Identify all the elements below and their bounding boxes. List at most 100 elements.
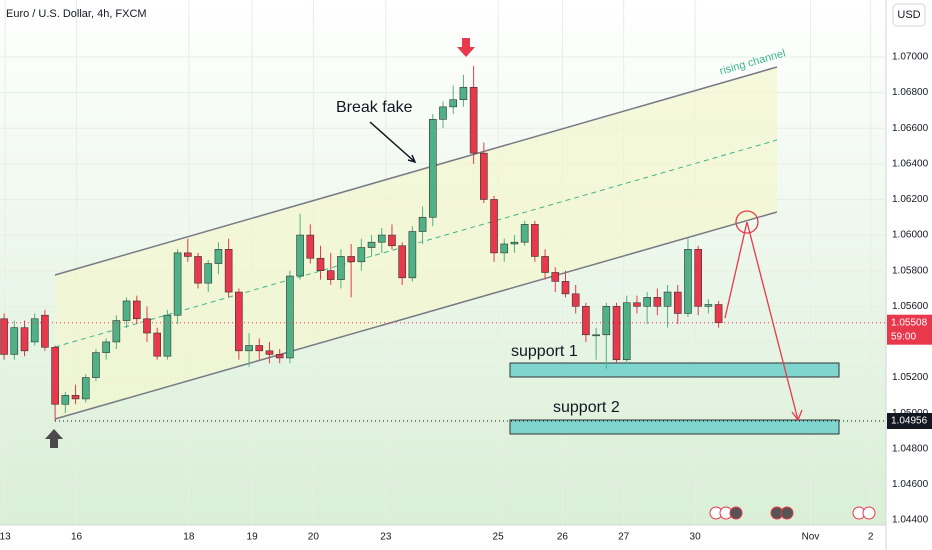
candle-body xyxy=(459,86,468,101)
x-tick-label: 25 xyxy=(493,532,505,543)
candle-body xyxy=(224,249,233,293)
candle-body xyxy=(71,395,80,400)
x-tick-label: 2 xyxy=(868,532,874,543)
candle-body xyxy=(551,272,560,282)
candle-body xyxy=(30,318,39,343)
candle-body xyxy=(449,99,458,108)
candle-body xyxy=(235,291,243,352)
candle-body xyxy=(439,106,447,120)
candle-body xyxy=(673,291,682,314)
candle-body xyxy=(367,241,376,248)
channel-mid xyxy=(54,139,778,348)
projection-arrow xyxy=(724,221,799,421)
countdown: 59:00 xyxy=(891,331,916,342)
candle-body xyxy=(510,241,519,245)
candle-body xyxy=(0,318,8,355)
candle-body xyxy=(214,249,223,264)
candle-body xyxy=(337,256,345,280)
candle-body xyxy=(255,345,264,352)
candle-body xyxy=(326,270,335,280)
event-icons xyxy=(709,506,876,520)
y-tick-label: 1.05200 xyxy=(892,372,929,383)
candle-body xyxy=(102,341,110,353)
candle-body xyxy=(204,263,213,284)
candle-body xyxy=(592,334,600,337)
y-tick-label: 1.06600 xyxy=(892,123,929,134)
y-tick-label: 1.07000 xyxy=(892,52,929,63)
y-tick-label: 1.06800 xyxy=(892,87,929,98)
up-arrow xyxy=(45,429,63,448)
candle-body xyxy=(704,304,713,307)
candle-body xyxy=(143,318,151,334)
currency[interactable]: USD xyxy=(897,9,920,21)
y-tick-label: 1.04400 xyxy=(892,515,929,526)
y-tick-label: 1.06200 xyxy=(892,194,929,205)
candle-body xyxy=(643,297,651,307)
x-tick-label: 20 xyxy=(308,532,320,543)
price-label-box xyxy=(887,314,932,345)
candle-body xyxy=(173,252,182,316)
candle-body xyxy=(500,243,509,254)
x-tick-label: 30 xyxy=(690,532,702,543)
x-tick-label: 18 xyxy=(183,532,195,543)
candle-body xyxy=(684,249,692,314)
candle-body xyxy=(81,377,90,400)
candle-body xyxy=(122,300,131,321)
pointer-arrow xyxy=(369,121,417,164)
x-tick-label: 13 xyxy=(0,532,11,543)
candle-body xyxy=(714,304,723,323)
candle-body xyxy=(10,327,19,355)
x-tick-label: Nov xyxy=(802,532,820,543)
y-tick-label: 1.04800 xyxy=(892,443,929,454)
y-tick-label: 1.05600 xyxy=(892,301,929,312)
candle-body xyxy=(398,245,406,279)
candle-body xyxy=(622,302,631,361)
candle-body xyxy=(663,291,672,307)
x-tick-label: 19 xyxy=(247,532,259,543)
candle-body xyxy=(245,345,253,352)
down-arrow xyxy=(457,38,475,57)
candle-body xyxy=(653,297,662,307)
support-box xyxy=(509,419,840,435)
arrow-head xyxy=(791,409,803,422)
candle-body xyxy=(153,332,161,357)
candle-body xyxy=(418,216,427,232)
candle-body xyxy=(163,314,172,357)
candle-body xyxy=(51,346,59,405)
candle-body xyxy=(377,234,386,243)
candle-body xyxy=(408,231,417,279)
y-tick-label: 1.06000 xyxy=(892,230,929,241)
candle-body xyxy=(184,252,192,257)
price-label-box xyxy=(887,412,932,429)
candle-body xyxy=(388,234,396,247)
candle-body xyxy=(531,224,539,257)
y-tick-label: 1.04600 xyxy=(892,479,929,490)
annotation: Break fake xyxy=(336,99,413,116)
annotation: support 1 xyxy=(511,343,578,360)
candle-body xyxy=(571,293,580,307)
candle-body xyxy=(520,224,529,243)
candle-body xyxy=(357,247,366,263)
candle-body xyxy=(112,320,121,343)
candle-body xyxy=(194,256,202,284)
candle-body xyxy=(561,281,570,295)
candle-body xyxy=(132,300,141,320)
target-circle xyxy=(735,210,759,234)
currency-button[interactable] xyxy=(892,3,926,27)
channel-lower xyxy=(54,211,778,420)
x-tick-label: 16 xyxy=(71,532,83,543)
support-box xyxy=(509,362,840,378)
y-tick-label: 1.06400 xyxy=(892,158,929,169)
chart-title: Euro / U.S. Dollar, 4h, FXCM xyxy=(6,8,147,20)
candle-body xyxy=(20,327,29,352)
candle-body xyxy=(347,256,355,263)
candle-body xyxy=(275,354,284,359)
candle-body xyxy=(265,350,274,355)
candle-body xyxy=(694,249,702,307)
candle-body xyxy=(316,257,325,271)
candle-body xyxy=(306,234,315,259)
x-tick-label: 27 xyxy=(618,532,630,543)
price-label: 1.05508 xyxy=(891,317,928,328)
candle-body xyxy=(92,352,100,378)
